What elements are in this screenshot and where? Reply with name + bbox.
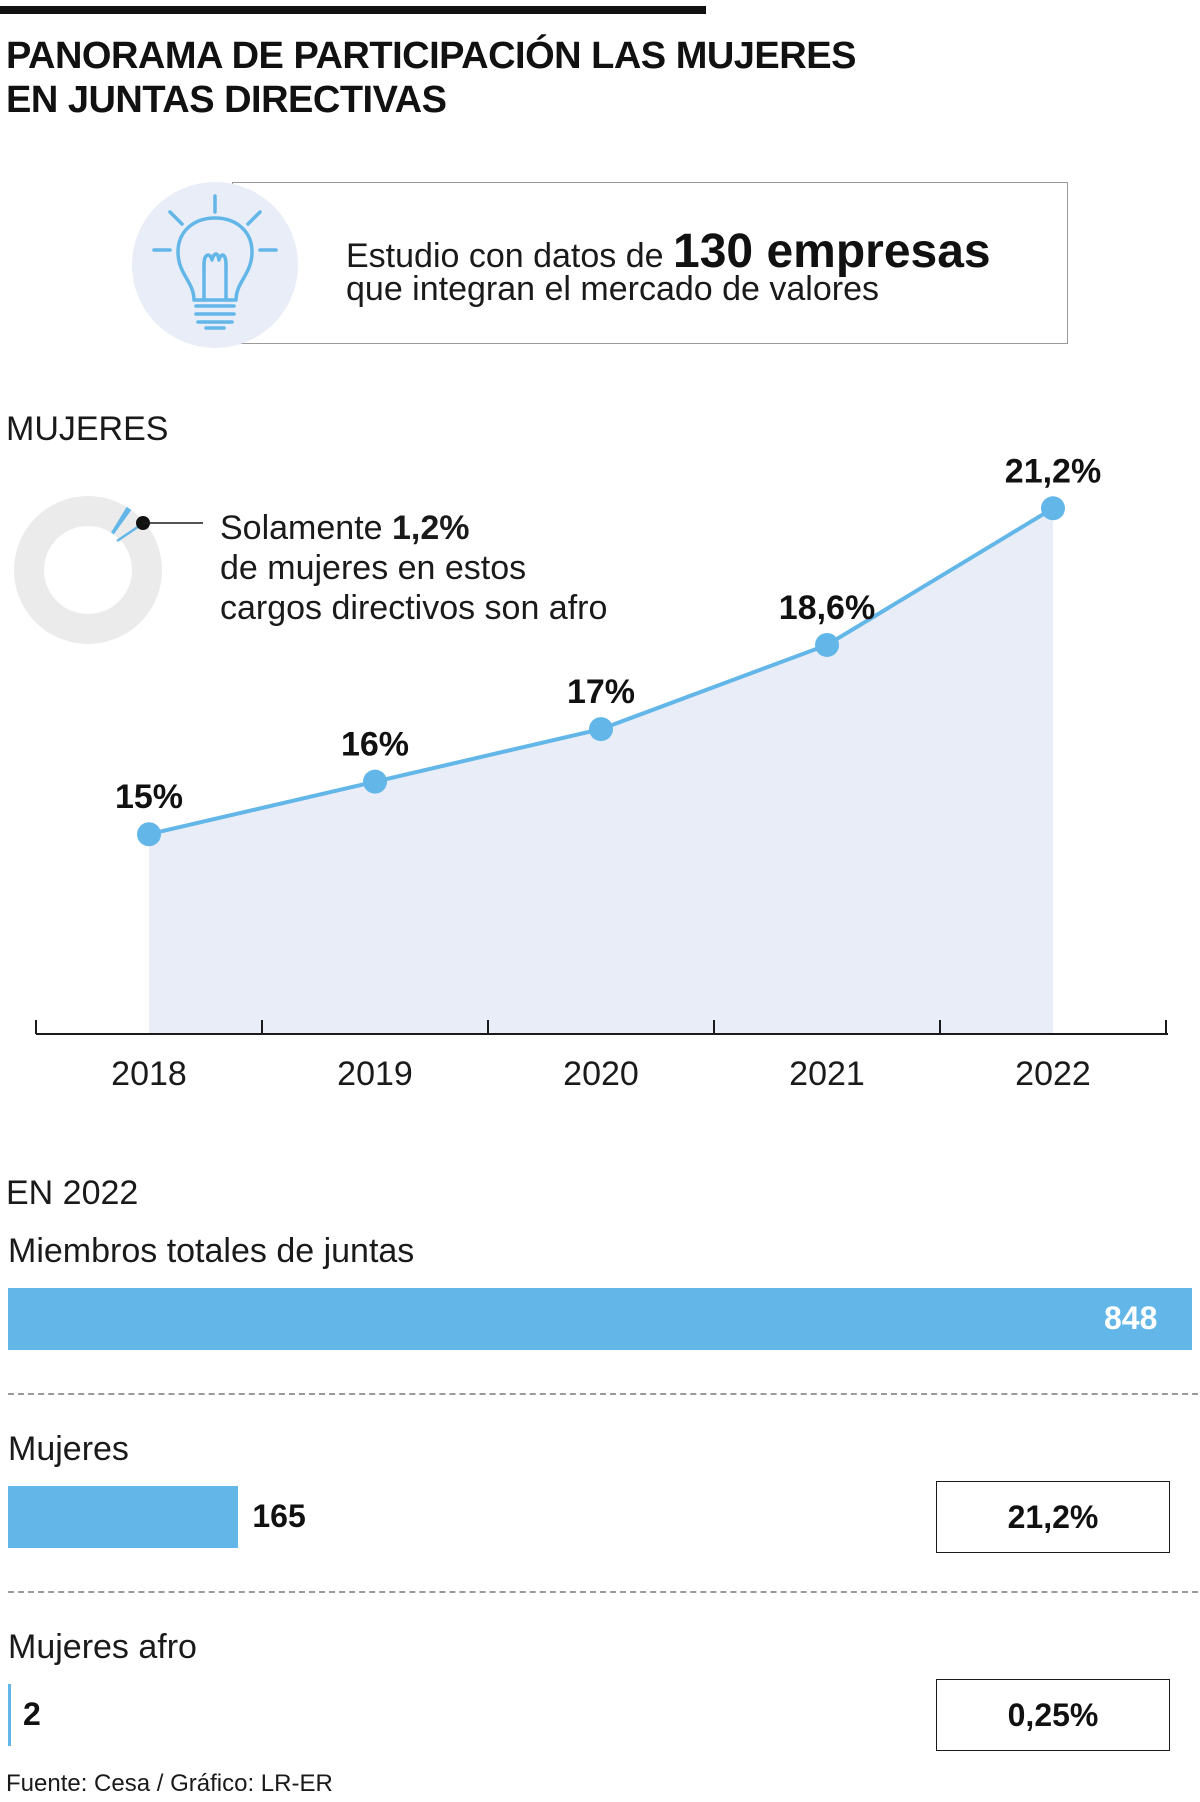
x-tick-label-2022: 2022 <box>1015 1055 1091 1093</box>
afro-women-pct-box: 0,25% <box>936 1679 1170 1751</box>
total-members-bar <box>8 1288 1192 1350</box>
data-point-2022 <box>1041 496 1065 521</box>
afro-note-value: 1,2% <box>392 509 470 547</box>
year-2022-label: EN 2022 <box>6 1174 139 1212</box>
afro-women-value: 2 <box>23 1696 41 1732</box>
data-point-2019 <box>363 769 387 794</box>
x-tick-label-2020: 2020 <box>563 1055 639 1093</box>
study-line-1: Estudio con datos de 130 empresas <box>346 224 991 279</box>
study-prefix: Estudio con datos de <box>346 237 664 275</box>
data-label-2019: 16% <box>341 726 409 764</box>
women-bar <box>8 1486 239 1548</box>
source-credit: Fuente: Cesa / Gráfico: LR-ER <box>6 1770 333 1797</box>
afro-women-label: Mujeres afro <box>8 1628 197 1666</box>
data-point-2021 <box>815 632 839 657</box>
total-members-value: 848 <box>1104 1300 1158 1336</box>
women-pct-box: 21,2% <box>936 1481 1170 1553</box>
study-line-2: que integran el mercado de valores <box>346 270 879 308</box>
divider-2 <box>8 1591 1198 1593</box>
data-point-2020 <box>589 717 613 742</box>
women-label: Mujeres <box>8 1430 129 1468</box>
afro-note-line-1: Solamente 1,2% <box>220 509 470 547</box>
lightbulb-icon <box>132 182 298 348</box>
x-tick-label-2021: 2021 <box>789 1055 865 1093</box>
afro-donut-slice <box>110 506 132 535</box>
women-value: 165 <box>252 1498 306 1534</box>
data-label-2022: 21,2% <box>1005 452 1101 490</box>
data-label-2021: 18,6% <box>779 589 875 627</box>
women-area-chart: Solamente 1,2% de mujeres en estos cargo… <box>14 452 1168 1093</box>
data-label-2018: 15% <box>115 778 183 816</box>
x-tick-label-2018: 2018 <box>111 1055 187 1093</box>
top-rule <box>0 6 706 14</box>
study-info-box <box>232 182 1068 344</box>
x-tick-label-2019: 2019 <box>337 1055 413 1093</box>
afro-donut-ring <box>14 496 162 644</box>
study-highlight: 130 empresas <box>673 225 991 278</box>
afro-note-line-2: de mujeres en estos <box>220 549 526 587</box>
data-label-2020: 17% <box>567 673 635 711</box>
afro-note-prefix: Solamente <box>220 509 383 547</box>
data-point-2018 <box>137 822 161 847</box>
divider-1 <box>8 1393 1198 1395</box>
afro-women-bar <box>8 1684 11 1746</box>
afro-note-line-3: cargos directivos son afro <box>220 589 607 627</box>
total-members-label: Miembros totales de juntas <box>8 1232 415 1270</box>
area-fill <box>149 508 1053 1034</box>
women-section-label: MUJERES <box>6 410 169 448</box>
page-title: PANORAMA DE PARTICIPACIÓN LAS MUJERES EN… <box>6 35 856 121</box>
